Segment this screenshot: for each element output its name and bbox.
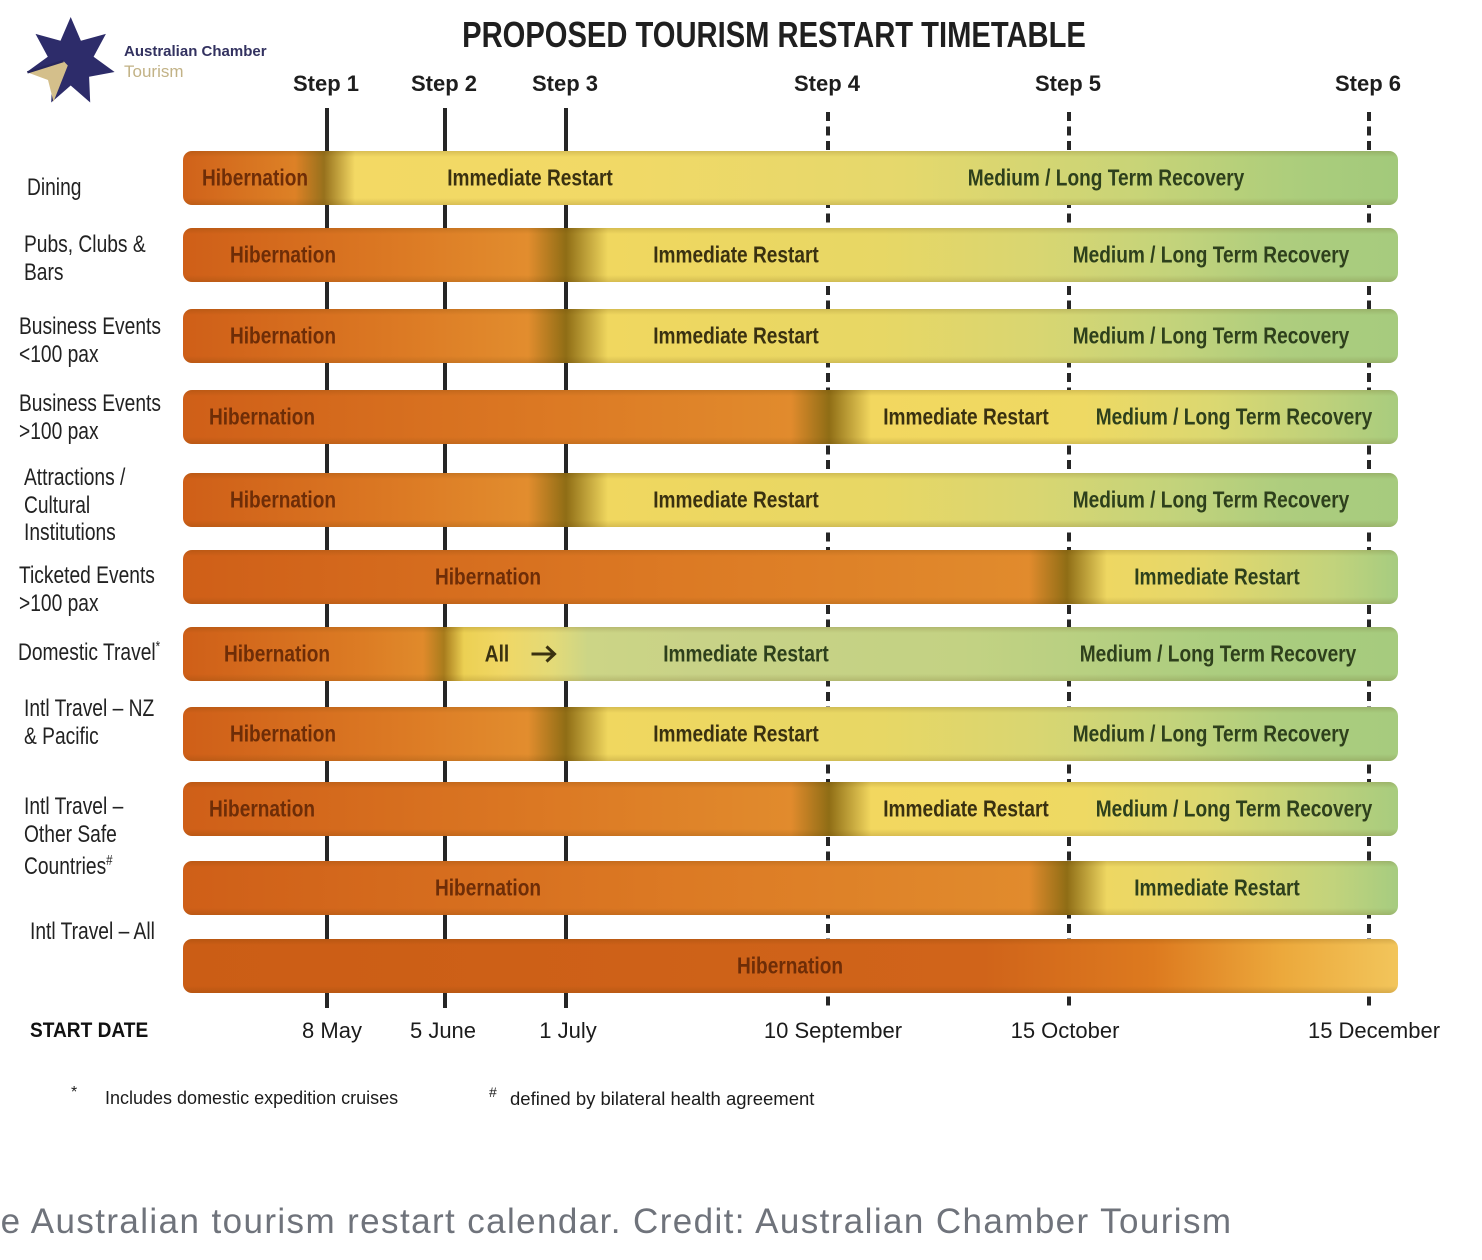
- svg-text:Australian Chamber: Australian Chamber: [124, 43, 267, 60]
- svg-text:Tourism: Tourism: [124, 62, 184, 81]
